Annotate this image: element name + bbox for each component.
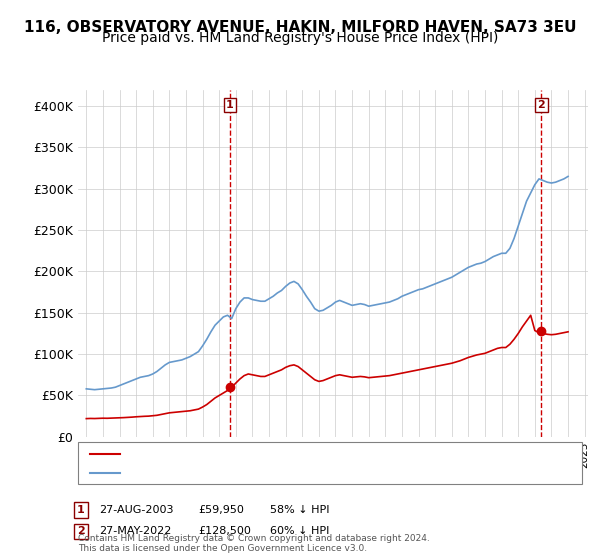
Text: 27-AUG-2003: 27-AUG-2003 — [99, 505, 173, 515]
Text: £128,500: £128,500 — [198, 526, 251, 536]
Text: 60% ↓ HPI: 60% ↓ HPI — [270, 526, 329, 536]
Text: HPI: Average price, detached house, Pembrokeshire: HPI: Average price, detached house, Pemb… — [123, 468, 376, 478]
Text: 116, OBSERVATORY AVENUE, HAKIN, MILFORD HAVEN, SA73 3EU: 116, OBSERVATORY AVENUE, HAKIN, MILFORD … — [24, 20, 576, 35]
Text: Price paid vs. HM Land Registry's House Price Index (HPI): Price paid vs. HM Land Registry's House … — [102, 31, 498, 45]
Text: 116, OBSERVATORY AVENUE, HAKIN, MILFORD HAVEN, SA73 3EU (detached house): 116, OBSERVATORY AVENUE, HAKIN, MILFORD … — [123, 449, 528, 459]
Text: 2: 2 — [77, 526, 85, 536]
Text: £59,950: £59,950 — [198, 505, 244, 515]
Text: 58% ↓ HPI: 58% ↓ HPI — [270, 505, 329, 515]
Text: Contains HM Land Registry data © Crown copyright and database right 2024.
This d: Contains HM Land Registry data © Crown c… — [78, 534, 430, 553]
Text: 1: 1 — [226, 100, 234, 110]
Text: 27-MAY-2022: 27-MAY-2022 — [99, 526, 172, 536]
Text: 2: 2 — [538, 100, 545, 110]
Text: 1: 1 — [77, 505, 85, 515]
